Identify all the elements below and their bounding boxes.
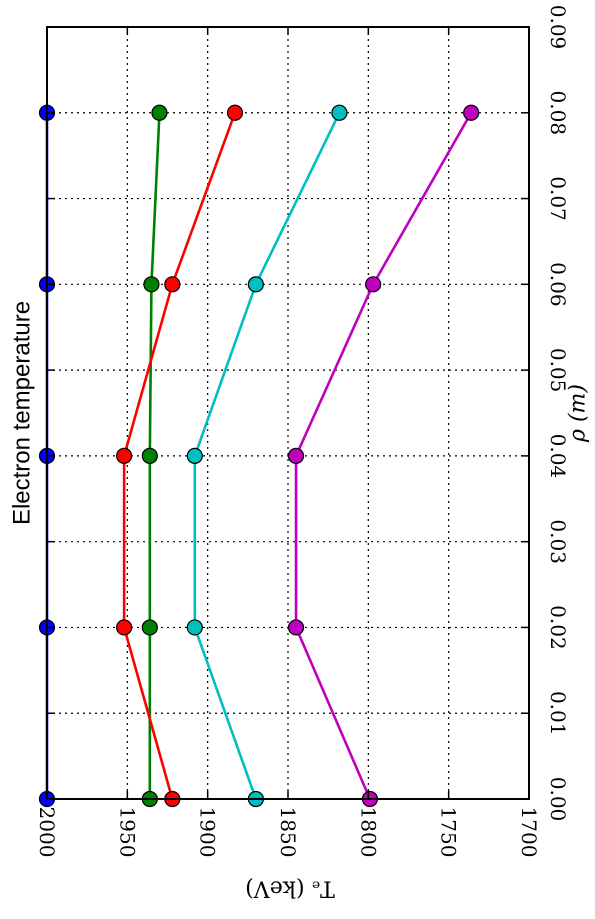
data-point [226,104,244,121]
tick-labels: 0.00 0.01 0.02 0.03 0.04 0.05 0.06 0.07 0.08 0.09… [35,5,570,858]
data-point [141,447,158,464]
y-axis-title: Tₑ (keV) [245,876,335,901]
series-layer [38,104,480,808]
x-tick-label: 0.07 [546,176,570,221]
series-5 [287,104,480,808]
data-point [365,276,382,293]
data-point [247,276,264,293]
data-point [141,619,158,636]
data-point [331,104,348,121]
x-tick-label: 0.08 [546,91,570,136]
y-tick-label: 1950 [115,807,139,858]
x-tick-label: 0.01 [546,691,570,736]
y-tick-label: 1900 [196,807,220,858]
x-tick-label: 0.09 [546,5,570,50]
data-point [186,619,203,636]
x-tick-label: 0.05 [546,348,570,393]
data-point [116,447,133,464]
data-point [186,447,203,464]
data-point [164,276,181,293]
x-tick-label: 0.03 [546,519,570,564]
data-point [463,104,480,121]
x-tick-label: 0.02 [546,605,570,650]
series-4 [186,104,348,808]
grid-lines [47,27,529,799]
x-tick-label: 0.04 [546,434,570,479]
data-point [287,447,305,464]
y-tick-label: 1850 [276,807,300,858]
x-tick-label: 0.06 [546,262,570,307]
y-tick-label: 1700 [517,807,541,858]
chart-title: Electron temperature [9,301,36,525]
y-tick-label: 2000 [35,807,59,858]
data-point [143,276,160,293]
data-point [116,619,133,636]
data-point [287,619,305,636]
y-tick-label: 1750 [437,807,461,858]
y-tick-label: 1800 [356,807,380,858]
tick-marks [46,26,530,800]
series-3 [116,104,244,808]
x-tick-label: 0.00 [546,777,570,822]
x-axis-title: ρ (m) [566,384,591,443]
data-point [151,104,168,121]
